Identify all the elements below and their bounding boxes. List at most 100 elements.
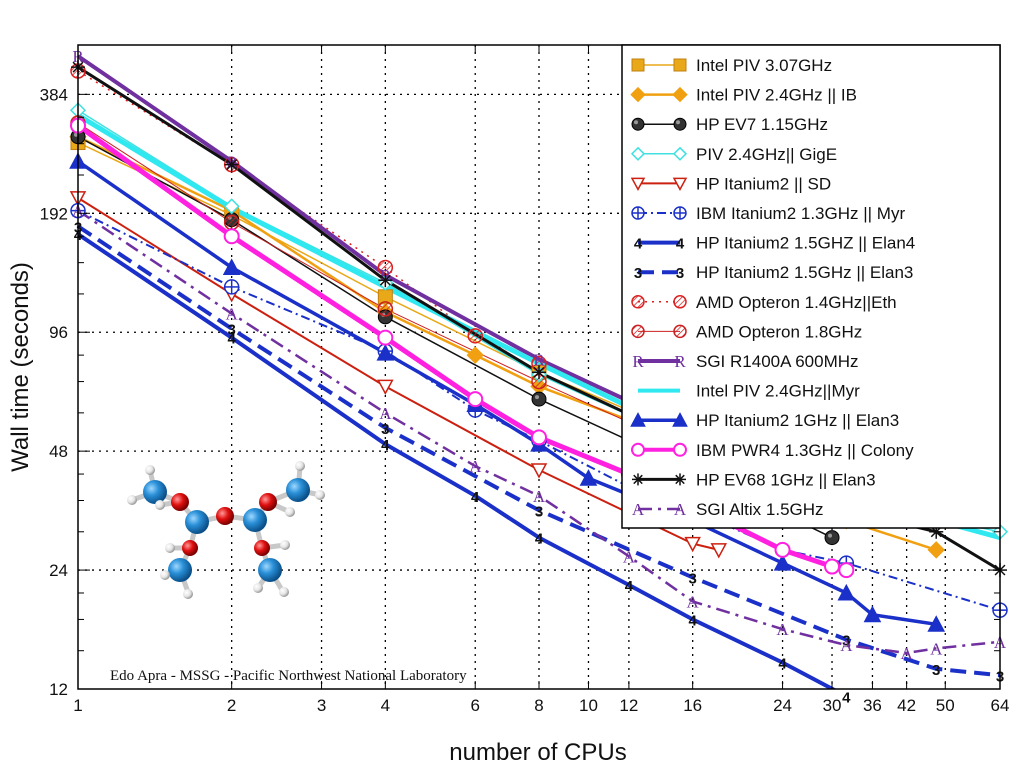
data-point-label: 3 <box>634 265 642 282</box>
data-point-label: 3 <box>676 265 684 282</box>
data-point-label: R <box>674 352 686 371</box>
data-point: 4 <box>535 531 544 548</box>
data-point-label: 3 <box>842 633 850 650</box>
legend-label: SGI Altix 1.5GHz <box>696 500 824 519</box>
data-point <box>630 412 646 427</box>
legend-label: HP Itanium2 1.5GHZ || Elan4 <box>696 234 915 253</box>
data-point-label: R <box>632 352 644 371</box>
legend: Intel PIV 3.07GHz Intel PIV 2.4GHz || IB H… <box>621 44 1001 529</box>
data-point: R <box>632 352 644 371</box>
data-point: A <box>623 547 636 566</box>
data-point-label: A <box>379 404 392 423</box>
y-tick-label: 192 <box>40 204 68 223</box>
legend-item: HP EV7 1.15GHz <box>631 115 828 134</box>
data-point <box>223 228 240 245</box>
y-axis-title: Wall time (seconds) <box>7 262 34 472</box>
legend-item: Intel PIV 3.07GHz <box>631 56 832 75</box>
y-tick-label: 24 <box>49 561 68 580</box>
data-point-label: A <box>533 487 546 506</box>
data-point-label: 4 <box>381 437 390 454</box>
data-point <box>824 558 841 575</box>
data-point-label: R <box>533 350 545 369</box>
legend-item: Intel PIV 2.4GHz||Myr <box>638 382 860 401</box>
legend-label: HP EV68 1GHz || Elan3 <box>696 470 876 489</box>
data-point-label: 4 <box>625 578 634 595</box>
data-point <box>673 117 687 131</box>
data-point-label: A <box>226 305 239 324</box>
data-point <box>684 536 701 553</box>
data-point <box>838 562 855 579</box>
legend-label: IBM PWR4 1.3GHz || Colony <box>696 441 914 460</box>
data-point <box>377 379 394 395</box>
legend-item: HP Itanium2 1GHz || Elan3 <box>630 411 899 430</box>
data-point: A <box>226 305 239 324</box>
legend-label: Intel PIV 2.4GHz||Myr <box>696 382 860 401</box>
x-tick-label: 50 <box>936 696 955 715</box>
x-tick-label: 30 <box>823 696 842 715</box>
data-point <box>632 473 644 486</box>
data-point <box>222 258 241 275</box>
data-point <box>467 328 483 344</box>
x-tick-label: 24 <box>773 696 792 715</box>
x-tick-label: 64 <box>991 696 1010 715</box>
x-tick-label: 10 <box>579 696 598 715</box>
data-point <box>673 206 687 220</box>
legend-label: HP EV7 1.15GHz <box>696 115 828 134</box>
y-tick-label: 96 <box>49 323 68 342</box>
data-point <box>223 279 240 295</box>
legend-label: Intel PIV 3.07GHz <box>696 56 832 75</box>
series-line <box>78 197 720 551</box>
data-point-label: 3 <box>535 503 543 520</box>
x-tick-label: 2 <box>227 696 236 715</box>
legend-item: Intel PIV 2.4GHz || IB <box>630 86 857 105</box>
series-line <box>78 209 1000 612</box>
legend-item: IBM Itanium2 1.3GHz || Myr <box>631 204 905 223</box>
data-point: 4 <box>227 331 236 348</box>
data-point <box>630 86 646 103</box>
data-point: 3 <box>676 265 684 282</box>
data-point <box>773 554 792 571</box>
data-point-label: A <box>632 500 645 519</box>
data-point: 3 <box>227 322 235 339</box>
data-point <box>672 412 688 427</box>
series-line <box>78 224 1000 678</box>
legend-item: 3 3 HP Itanium2 1.5GHz || Elan3 <box>634 263 914 282</box>
data-point <box>774 541 791 558</box>
data-point <box>466 346 484 364</box>
data-point <box>672 146 688 161</box>
data-point-label: 3 <box>381 421 389 438</box>
legend-item: HP Itanium2 || SD <box>630 174 831 193</box>
data-point: A <box>533 487 546 506</box>
data-point <box>673 295 687 309</box>
series-line <box>78 123 847 573</box>
legend-label: SGI R1400A 600MHz <box>696 352 859 371</box>
data-point: 3 <box>634 265 642 282</box>
data-point <box>631 117 645 131</box>
x-tick-label: 1 <box>73 696 82 715</box>
data-point <box>631 324 645 339</box>
data-point <box>673 324 687 339</box>
data-point: R <box>674 352 686 371</box>
data-point <box>376 344 395 361</box>
data-point <box>224 157 239 172</box>
legend-item: AMD Opteron 1.4GHz||Eth <box>631 293 897 312</box>
legend-item: IBM PWR4 1.3GHz || Colony <box>631 441 914 460</box>
data-point <box>672 177 688 191</box>
x-tick-label: 12 <box>619 696 638 715</box>
data-point <box>467 391 484 408</box>
data-point: 4 <box>381 437 390 454</box>
data-point: A <box>840 636 853 655</box>
data-point-label: 4 <box>778 656 787 673</box>
data-point: A <box>379 404 392 423</box>
y-tick-label: 384 <box>40 85 68 104</box>
data-point-label: 4 <box>688 612 697 629</box>
legend-item: A A SGI Altix 1.5GHz <box>632 500 824 519</box>
data-point: 4 <box>634 236 643 253</box>
data-point-label: A <box>623 547 636 566</box>
data-point-label: 4 <box>227 331 236 348</box>
data-point: 3 <box>688 570 696 587</box>
data-point <box>377 301 394 317</box>
data-point <box>530 463 548 479</box>
data-point <box>710 543 728 559</box>
